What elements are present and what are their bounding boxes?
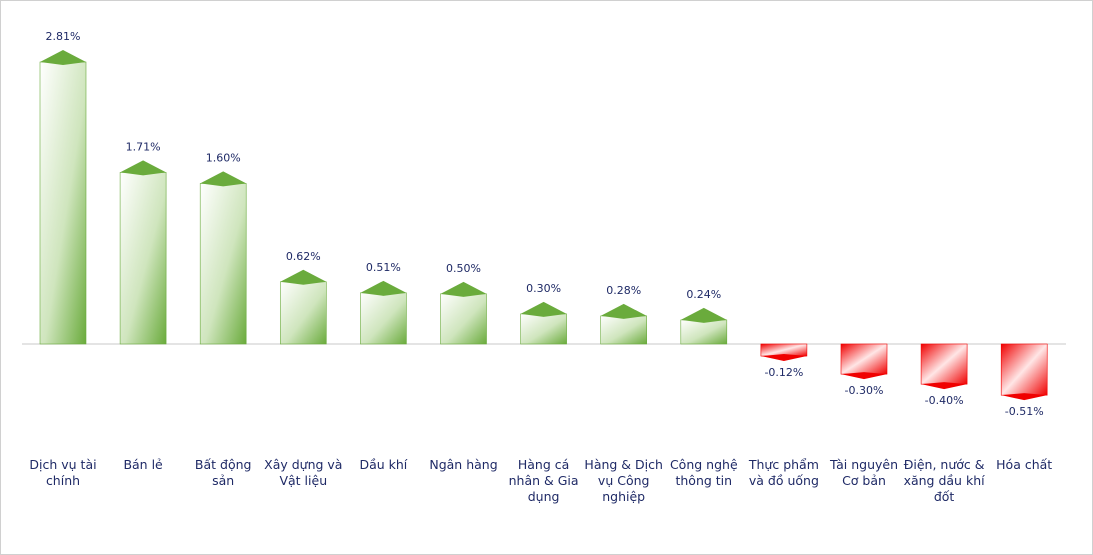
value-label: -0.12% <box>764 366 803 379</box>
bar-top <box>520 301 567 317</box>
x-tick-label: Thực phẩm và đồ uống <box>748 457 819 488</box>
value-label: 0.50% <box>446 262 481 275</box>
bar-bottom <box>1001 393 1048 401</box>
bar-top <box>280 269 327 285</box>
x-tick-label: Hóa chất <box>996 457 1053 472</box>
bar <box>360 292 407 345</box>
bar <box>840 343 888 375</box>
value-label: 0.62% <box>286 250 321 263</box>
x-tick-label: Bất động sản <box>194 457 252 488</box>
bar-top <box>600 303 647 319</box>
value-label: -0.30% <box>845 384 884 397</box>
value-label: -0.40% <box>925 394 964 407</box>
bar-bottom <box>841 372 887 380</box>
x-tick-label: Dầu khí <box>359 457 408 472</box>
x-tick-label: Công nghệ thông tin <box>669 457 738 488</box>
bar-top <box>680 307 727 323</box>
bar-bottom <box>760 354 807 362</box>
value-label: 0.24% <box>686 288 721 301</box>
x-tick-label: Xây dựng và Vật liệu <box>264 457 343 488</box>
x-tick-label: Dịch vụ tài chính <box>29 457 97 488</box>
bar-top <box>120 160 167 176</box>
bar <box>600 315 648 345</box>
bar-top <box>360 280 407 296</box>
bar <box>279 281 327 345</box>
bar-top <box>200 171 247 187</box>
bar <box>680 319 728 345</box>
bar-top <box>440 281 487 297</box>
bar-bottom <box>921 382 968 390</box>
value-label: 1.60% <box>206 151 241 164</box>
bar <box>920 343 968 385</box>
x-tick-label: Bán lẻ <box>123 457 163 472</box>
x-tick-label: Điện, nước & xăng dầu khí đốt <box>903 457 985 504</box>
value-label: 0.28% <box>606 284 641 297</box>
value-label: 0.51% <box>366 261 401 274</box>
value-label: 0.30% <box>526 282 561 295</box>
value-label: 1.71% <box>126 140 161 153</box>
bar <box>199 183 247 345</box>
bar <box>1000 343 1048 396</box>
x-tick-label: Hàng & Dịch vụ Công nghiệp <box>584 457 663 504</box>
x-tick-label: Hàng cá nhân & Gia dụng <box>508 457 579 504</box>
bar-top <box>40 50 86 65</box>
bar <box>39 61 87 345</box>
bar <box>520 313 567 345</box>
x-tick-label: Ngân hàng <box>429 457 498 472</box>
bar <box>119 172 167 345</box>
value-label: 2.81% <box>46 30 81 43</box>
bar <box>440 293 487 345</box>
x-tick-label: Tài nguyên Cơ bản <box>829 457 899 488</box>
value-label: -0.51% <box>1005 405 1044 418</box>
